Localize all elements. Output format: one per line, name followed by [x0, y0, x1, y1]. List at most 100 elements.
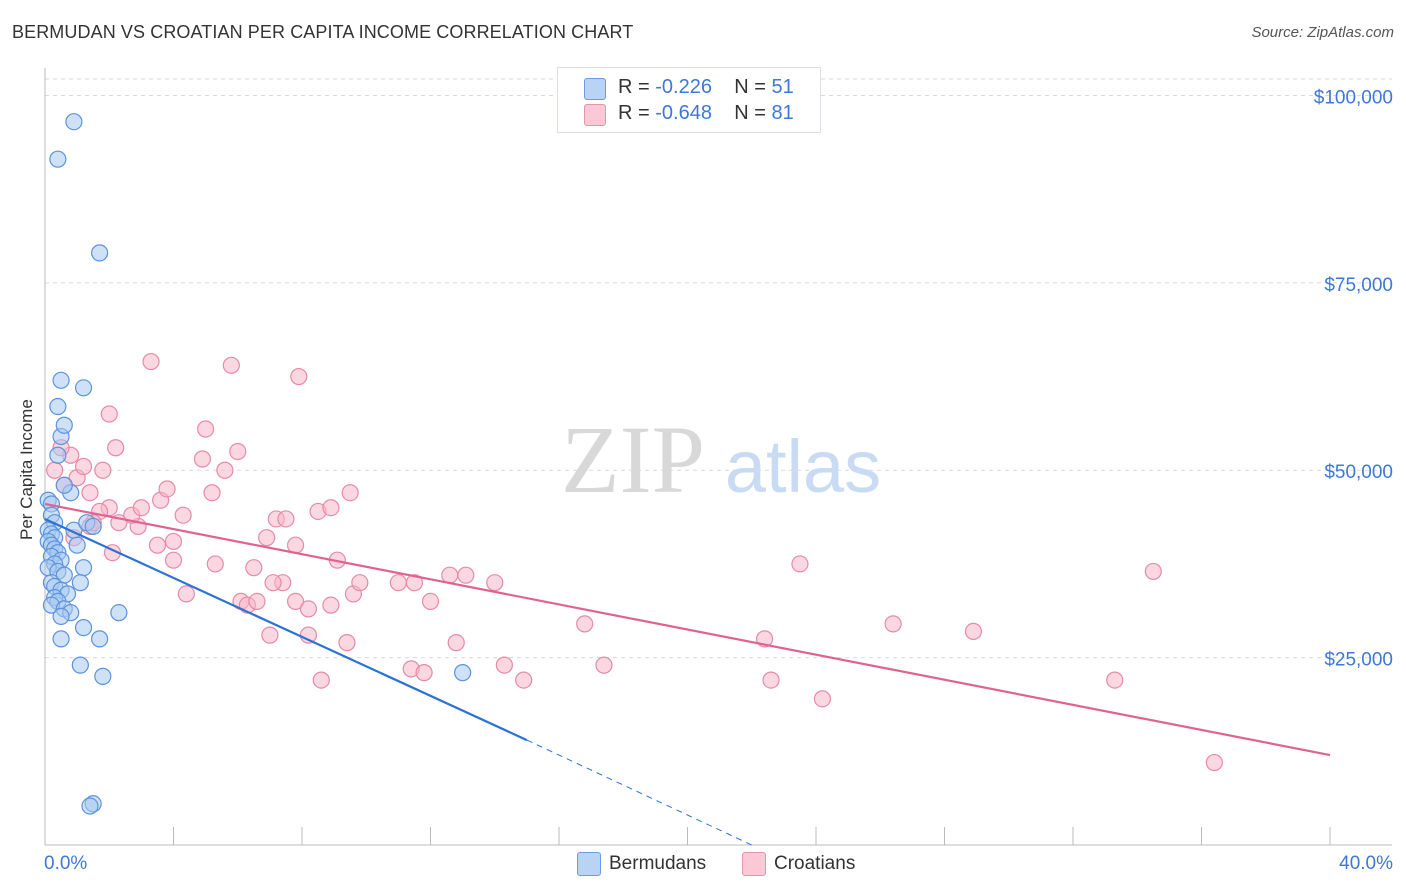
y-tick-label: $50,000	[1324, 462, 1393, 483]
source-credit: Source: ZipAtlas.com	[1251, 24, 1394, 41]
croatian-point	[197, 420, 215, 438]
croatian-point	[447, 634, 465, 652]
croatian-point	[177, 585, 195, 603]
croatian-point	[216, 461, 234, 479]
y-tick-label: $100,000	[1314, 87, 1393, 108]
bermudan-point	[68, 536, 86, 554]
bermudan-point	[71, 656, 89, 674]
croatian-point	[813, 690, 832, 708]
x-tick-label-right: 40.0%	[1339, 853, 1393, 874]
bermudan-point	[94, 667, 112, 685]
croatian-point	[142, 352, 160, 371]
croatian-point	[312, 671, 330, 689]
bermudan-point	[52, 371, 70, 389]
croatian-point	[258, 529, 276, 547]
bermudan-point	[52, 630, 70, 648]
bermudan-point	[65, 113, 83, 131]
croatian-point	[595, 656, 613, 674]
croatian-point	[193, 450, 212, 468]
bermudan-point	[71, 574, 89, 592]
croatian-point	[1205, 753, 1223, 772]
croatian-point	[203, 484, 221, 502]
croatian-point	[100, 405, 118, 423]
croatian-point	[277, 510, 295, 528]
legend-n-value: 51	[771, 76, 794, 98]
croatian-point	[495, 656, 513, 674]
legend-swatch-blue	[577, 852, 601, 876]
croatian-point	[81, 484, 99, 502]
croatian-point	[415, 664, 433, 682]
bermudan-point	[91, 244, 109, 262]
croatian-point	[338, 634, 356, 652]
croatian-point	[884, 615, 902, 633]
croatian-point	[405, 574, 424, 592]
bermudan-point	[74, 559, 93, 577]
croatian-point	[94, 461, 112, 479]
bermudan-point	[49, 150, 67, 168]
croatian-point	[164, 532, 183, 551]
croatian-point	[248, 592, 266, 611]
bermudan-point	[55, 416, 73, 434]
legend-swatch-pink	[742, 852, 766, 876]
croatian-point	[964, 622, 983, 640]
croatian-point	[441, 566, 459, 584]
croatian-trendline	[44, 502, 1331, 757]
croatian-point	[290, 367, 308, 386]
bermudan-point	[91, 630, 109, 648]
croatian-point	[74, 457, 93, 476]
stats-legend: R = -0.226 N = 51 R = -0.648 N = 81	[557, 67, 821, 133]
croatian-point	[107, 439, 125, 457]
croatian-point	[351, 574, 369, 592]
watermark: ZIP atlas	[561, 406, 881, 513]
y-axis-label: Per Capita Income	[17, 399, 36, 540]
legend-r-value: -0.226	[655, 76, 712, 98]
label-layer: $25,000 $50,000 $75,000 $100,000 0.0% 40.0%	[44, 87, 1393, 874]
legend-label-bermudans: Bermudans	[609, 853, 707, 875]
watermark-atlas: atlas	[725, 425, 881, 508]
trend-layer	[44, 502, 1331, 846]
bottom-legend-croatians[interactable]: Croatians	[742, 852, 855, 876]
croatian-point	[341, 484, 359, 502]
legend-r-value: -0.648	[655, 102, 712, 124]
croatian-point	[1106, 671, 1124, 689]
bermudan-trendline-extension	[526, 739, 752, 846]
bermudan-point	[74, 379, 93, 397]
croatian-point	[389, 574, 407, 592]
y-tick-label: $75,000	[1324, 275, 1393, 296]
croatian-point	[762, 671, 780, 689]
points-layer	[39, 113, 1223, 815]
watermark-zip: ZIP	[561, 406, 705, 513]
croatian-point	[322, 596, 340, 614]
croatian-point	[46, 461, 64, 479]
croatian-point	[576, 615, 594, 633]
legend-swatch-blue	[584, 78, 606, 100]
legend-n-label: N =	[734, 76, 766, 98]
axis-layer	[44, 68, 1392, 846]
croatian-point	[286, 592, 305, 611]
croatian-point	[174, 506, 192, 524]
croatian-point	[261, 626, 279, 644]
croatian-point	[322, 499, 340, 517]
legend-n-label: N =	[734, 102, 766, 124]
croatian-point	[421, 592, 440, 611]
bermudan-trendline	[44, 517, 528, 742]
chart-title: BERMUDAN VS CROATIAN PER CAPITA INCOME C…	[12, 22, 634, 42]
bermudan-point	[110, 604, 128, 622]
legend-swatch-pink	[584, 104, 606, 126]
x-tick-label-left: 0.0%	[44, 853, 87, 874]
croatian-point	[222, 356, 240, 374]
croatian-point	[164, 551, 183, 569]
y-tick-label: $25,000	[1324, 650, 1393, 671]
croatian-point	[206, 555, 224, 573]
croatian-point	[457, 566, 475, 584]
croatian-point	[515, 671, 533, 689]
croatian-point	[132, 499, 150, 517]
croatian-point	[148, 536, 167, 554]
bermudan-point	[81, 797, 99, 815]
legend-r-label: R =	[618, 102, 650, 124]
croatian-point	[229, 442, 247, 461]
croatian-point	[264, 574, 282, 592]
croatian-point	[1144, 562, 1162, 581]
bottom-legend-bermudans[interactable]: Bermudans	[577, 852, 706, 876]
